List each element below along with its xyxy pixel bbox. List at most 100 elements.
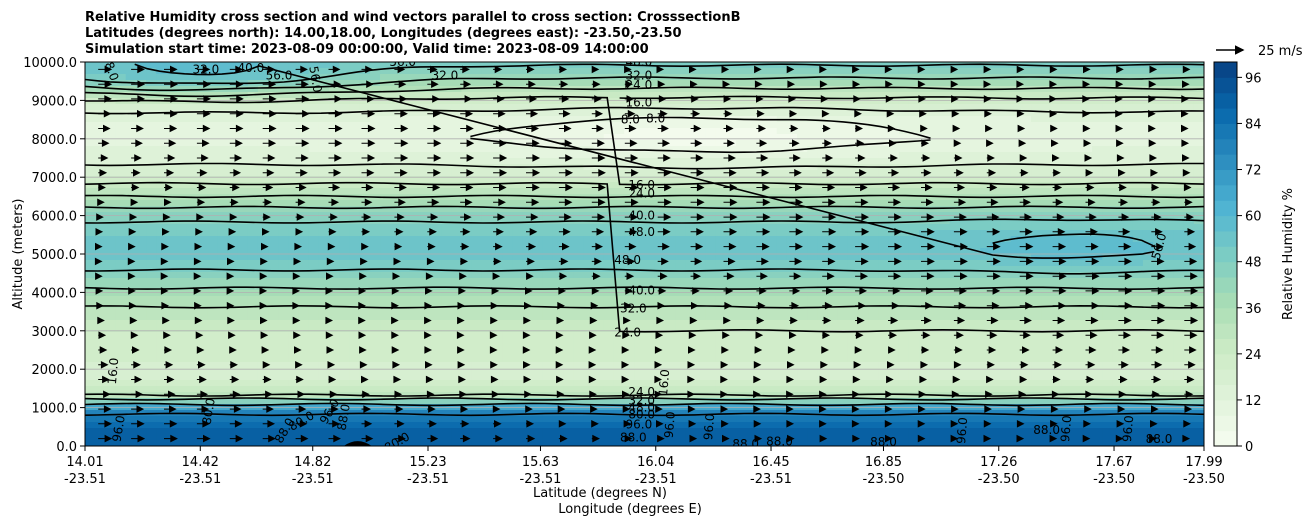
rh-fill-cell <box>1041 122 1053 129</box>
rh-fill-cell <box>512 116 524 123</box>
rh-fill-cell <box>675 236 686 243</box>
rh-fill-cell <box>664 110 676 117</box>
rh-fill-cell <box>827 134 839 141</box>
rh-fill-cell <box>715 164 727 171</box>
rh-fill-cell <box>278 68 290 75</box>
rh-fill-cell <box>1153 182 1164 189</box>
rh-fill-cell <box>1010 206 1022 213</box>
rh-fill-cell <box>95 296 106 303</box>
rh-fill-cell <box>1142 188 1154 195</box>
rh-fill-cell <box>919 176 930 183</box>
rh-fill-cell <box>919 122 930 129</box>
rh-fill-cell <box>1010 104 1022 111</box>
rh-fill-cell <box>675 278 686 285</box>
rh-fill-cell <box>1173 296 1185 303</box>
rh-fill-cell <box>970 80 981 87</box>
rh-fill-cell <box>776 152 788 159</box>
rh-fill-cell <box>685 164 696 171</box>
rh-fill-cell <box>878 98 890 105</box>
rh-fill-cell <box>308 104 320 111</box>
rh-fill-cell <box>1102 194 1114 201</box>
rh-fill-cell <box>318 266 330 273</box>
rh-fill-cell <box>949 284 961 291</box>
rh-fill-cell <box>766 188 778 195</box>
rh-fill-cell <box>512 152 524 159</box>
rh-fill-cell <box>430 152 442 159</box>
rh-fill-cell <box>878 296 890 303</box>
rh-fill-cell <box>115 188 127 195</box>
rh-fill-cell <box>827 206 839 213</box>
rh-fill-cell <box>1173 242 1185 249</box>
rh-fill-cell <box>329 62 340 69</box>
rh-fill-cell <box>268 218 279 225</box>
rh-fill-cell <box>980 158 991 165</box>
rh-fill-cell <box>1163 302 1175 309</box>
rh-fill-cell <box>247 254 259 261</box>
rh-fill-cell <box>898 80 910 87</box>
rh-fill-cell <box>1102 188 1114 195</box>
rh-fill-cell <box>1112 296 1124 303</box>
rh-fill-cell <box>380 200 391 207</box>
rh-fill-cell <box>85 86 96 93</box>
rh-fill-cell <box>573 248 585 255</box>
rh-fill-cell <box>125 254 137 261</box>
rh-fill-cell <box>1122 140 1134 147</box>
rh-fill-cell <box>603 314 615 321</box>
rh-fill-cell <box>329 116 340 123</box>
rh-fill-cell <box>573 206 585 213</box>
rh-fill-cell <box>1112 200 1124 207</box>
rh-fill-cell <box>217 164 229 171</box>
rh-fill-cell <box>451 236 462 243</box>
rh-fill-cell <box>847 86 859 93</box>
rh-fill-cell <box>573 68 585 75</box>
rh-fill-cell <box>685 254 696 261</box>
rh-fill-cell <box>1020 122 1032 129</box>
rh-fill-cell <box>278 254 290 261</box>
rh-fill-cell <box>1020 314 1032 321</box>
rh-fill-cell <box>1163 314 1175 321</box>
rh-fill-cell <box>257 182 269 189</box>
rh-fill-cell <box>95 176 106 183</box>
rh-fill-cell <box>644 80 656 87</box>
rh-fill-cell <box>237 260 249 267</box>
rh-fill-cell <box>166 62 178 69</box>
rh-fill-cell <box>430 164 442 171</box>
rh-fill-cell <box>339 302 351 309</box>
rh-fill-cell <box>298 230 310 237</box>
rh-fill-cell <box>288 326 300 333</box>
rh-fill-cell <box>359 260 371 267</box>
rh-fill-cell <box>695 308 707 315</box>
rh-fill-cell <box>491 326 503 333</box>
rh-fill-cell <box>959 206 971 213</box>
rh-fill-cell <box>522 296 534 303</box>
rh-fill-cell <box>491 320 503 327</box>
rh-fill-cell <box>1153 296 1164 303</box>
rh-fill-cell <box>705 158 717 165</box>
rh-fill-cell <box>369 164 381 171</box>
rh-fill-cell <box>522 248 534 255</box>
rh-fill-cell <box>959 92 971 99</box>
rh-fill-cell <box>1071 260 1083 267</box>
rh-fill-cell <box>512 254 524 261</box>
rh-fill-cell <box>583 164 595 171</box>
rh-fill-cell <box>654 326 666 333</box>
rh-fill-cell <box>593 122 605 129</box>
rh-fill-cell <box>451 140 462 147</box>
rh-fill-cell <box>644 218 656 225</box>
rh-fill-cell <box>736 302 747 309</box>
rh-fill-cell <box>939 80 951 87</box>
rh-fill-cell <box>166 128 178 135</box>
rh-fill-cell <box>1112 218 1124 225</box>
rh-fill-cell <box>919 116 930 123</box>
rh-fill-cell <box>542 284 554 291</box>
rh-fill-cell <box>675 146 686 153</box>
rh-fill-cell <box>298 296 310 303</box>
rh-fill-cell <box>1173 164 1185 171</box>
rh-fill-cell <box>1183 140 1195 147</box>
rh-fill-cell <box>146 182 157 189</box>
rh-fill-cell <box>1071 314 1083 321</box>
rh-fill-cell <box>390 320 401 327</box>
rh-fill-cell <box>491 218 503 225</box>
rh-fill-cell <box>105 62 117 69</box>
rh-fill-cell <box>217 176 229 183</box>
